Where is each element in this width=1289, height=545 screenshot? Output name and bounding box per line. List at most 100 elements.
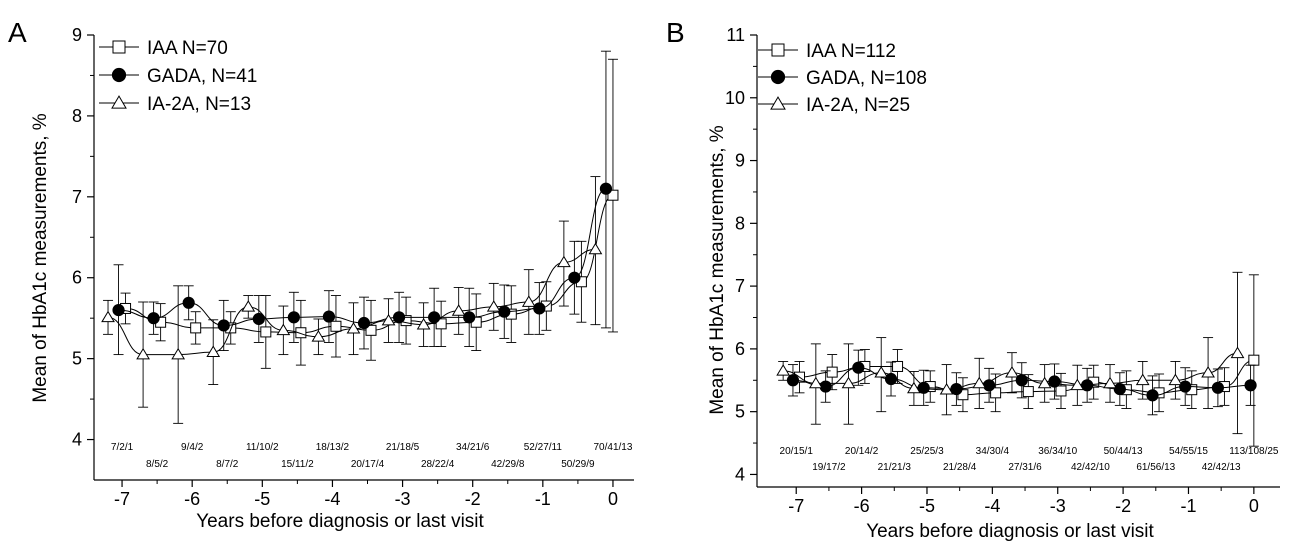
panel-a-data-point (322, 310, 336, 323)
panel-a-data-point (533, 302, 546, 315)
panel-b-legend-entry: IAA N=112 (758, 41, 896, 62)
panel-a-data-point (428, 311, 441, 324)
panel-b-count-label: 113/108/25 (1229, 446, 1279, 457)
panel-b-x-tick-label: -3 (1050, 496, 1066, 516)
panel-a-series-line (107, 248, 596, 356)
panel-a-legend-entry: IA-2A, N=13 (99, 94, 251, 115)
panel-b-data-point (917, 381, 930, 394)
panel-b-legend-label: IA-2A, N=25 (806, 95, 910, 116)
panel-b-data-point (1146, 389, 1159, 402)
panel-b-count-label: 21/28/4 (943, 462, 977, 473)
panel-b-series-2 (786, 349, 1257, 416)
panel-a-data-point (599, 182, 613, 195)
panel-b-x-tick-label: -2 (1115, 496, 1131, 516)
panel-b-count-label: 61/56/13 (1136, 462, 1175, 473)
panel-a-x-tick-label: -1 (535, 489, 551, 509)
panel-b-legend-marker (771, 43, 785, 57)
panel-b-x-tick-label: -7 (788, 496, 804, 516)
panel-a-count-label: 8/5/2 (146, 459, 169, 470)
panel-a-data-point (311, 330, 326, 342)
panel-a-count-label: 11/10/2 (246, 442, 279, 453)
panel-b-count-label: 42/42/10 (1071, 462, 1110, 473)
panel-a-count-labels: 7/2/1 8/5/2 9/4/2 8/7/2 11/10/215/11/218/13/… (111, 442, 633, 470)
panel-b-y-tick-label: 4 (735, 464, 745, 484)
panel-b-data-point (1135, 373, 1150, 386)
panel-a-legend-label: IAA N=70 (147, 38, 228, 59)
panel-b-count-label: 21/21/3 (878, 462, 912, 473)
panel-a-data-point (276, 323, 291, 336)
panel-b-x-tick-label: -6 (854, 496, 870, 516)
panel-a-y-tick-label: 4 (72, 430, 82, 450)
panel-a-data-point (147, 312, 160, 325)
panel-a-data-point (252, 312, 265, 326)
panel-a-count-label: 18/13/2 (316, 442, 350, 453)
panel-a-y-tick-label: 9 (72, 25, 82, 45)
panel-a-data-point (136, 347, 150, 360)
panel-a-x-tick-label: -7 (114, 489, 130, 509)
panel-b-data-point (808, 376, 823, 389)
panel-a-count-label: 8/7/2 (216, 459, 239, 470)
panel-b-data-point (874, 366, 889, 378)
panel-a-data-point (241, 300, 256, 312)
panel-a-count-label: 7/2/1 (111, 442, 134, 453)
panel-a-data-point (498, 305, 511, 318)
panel-b-count-label: 19/17/2 (812, 462, 846, 473)
panel-b-count-label: 36/34/10 (1038, 446, 1077, 457)
panel-b-data-point (1005, 366, 1019, 378)
panel-b-count-label: 54/55/15 (1169, 446, 1208, 457)
panel-b-series-1 (793, 274, 1260, 447)
panel-b-data-point (884, 372, 898, 386)
panel-a-letter: A (8, 17, 27, 48)
panel-a-x-axis-title: Years before diagnosis or last visit (196, 511, 484, 532)
panel-b-count-label: 50/44/13 (1104, 446, 1143, 457)
panel-a-y-tick-label: 8 (72, 106, 82, 126)
panel-a-data-point (217, 319, 230, 332)
panel-b-x-tick-label: -1 (1180, 496, 1196, 516)
panel-a-legend-marker (111, 95, 127, 109)
panel-a-axes: 4 5 6 7 8 9 -7 -6 -5 -4 -3 -2 -1 0 (72, 25, 634, 509)
panel-a-x-tick-label: -5 (254, 489, 270, 509)
panel-a-count-label: 52/27/11 (524, 442, 563, 453)
panel-b-y-tick-label: 6 (735, 339, 745, 359)
panel-b-data-point (1179, 380, 1192, 393)
panel-a-data-point (171, 347, 186, 360)
panel-a-count-label: 15/11/2 (281, 459, 314, 470)
panel-b-legend-marker (770, 96, 786, 110)
panel-b-data-point (990, 387, 1002, 399)
panel-a-data-point (330, 320, 342, 332)
panel-a-legend-label: GADA, N=41 (147, 66, 257, 87)
panel-a-data-point (435, 318, 447, 330)
panel-a-x-tick-label: 0 (608, 489, 618, 509)
panel-a: A Mean of HbA1c measurements, % Years be… (8, 17, 634, 532)
panel-b-count-labels: 20/15/1 19/17/2 20/14/2 21/21/3 25/25/3 21/28… (780, 446, 1279, 473)
panel-a-count-label: 42/29/8 (491, 459, 525, 470)
panel-a-count-label: 20/17/4 (351, 459, 385, 470)
panel-a-legend-marker (111, 67, 127, 83)
panel-b-count-label: 20/15/1 (780, 446, 814, 457)
panel-b-count-label: 20/14/2 (845, 446, 879, 457)
panel-b-data-point (1055, 385, 1067, 397)
panel-a-data-point (112, 303, 125, 317)
panel-b-legend-label: GADA, N=108 (806, 68, 927, 89)
panel-b-legend-entry: IA-2A, N=25 (758, 95, 910, 116)
panel-b-data-point (1168, 373, 1183, 386)
panel-b-plot-area (776, 271, 1260, 447)
panel-b-series-3 (776, 271, 1245, 435)
panel-b-data-point (1070, 378, 1085, 391)
panel-b-data-point (1230, 346, 1245, 359)
panel-a-count-label: 9/4/2 (181, 442, 204, 453)
panel-a-data-point (182, 296, 195, 309)
panel-b-x-axis-title: Years before diagnosis or last visit (866, 521, 1154, 542)
panel-a-data-point (101, 310, 115, 323)
panel-a-legend: IAA N=70 GADA, N=41 IA-2A, N=13 (99, 38, 257, 115)
panel-b-y-tick-label: 7 (735, 276, 745, 296)
panel-a-count-label: 50/29/9 (561, 459, 595, 470)
panel-b-data-point (819, 380, 832, 393)
panel-a-data-point (295, 327, 307, 339)
panel-a-data-point (206, 345, 221, 357)
panel-a-data-point (607, 189, 619, 201)
panel-b-legend-marker (770, 69, 786, 85)
panel-b-data-point (972, 376, 987, 389)
panel-b-legend-label: IAA N=112 (806, 41, 896, 62)
panel-a-data-point (568, 271, 581, 284)
